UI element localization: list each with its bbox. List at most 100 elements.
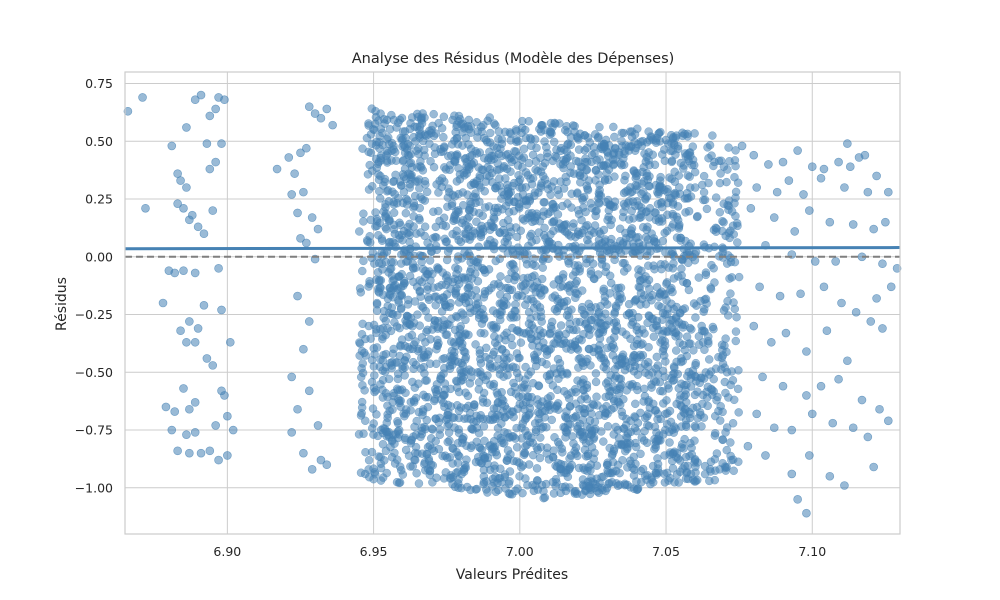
scatter-point bbox=[187, 210, 197, 220]
scatter-point bbox=[375, 275, 384, 285]
scatter-point bbox=[453, 275, 463, 285]
scatter-point bbox=[613, 291, 622, 300]
scatter-point bbox=[656, 172, 665, 182]
scatter-point bbox=[644, 148, 653, 157]
scatter-point bbox=[359, 209, 368, 218]
scatter-point bbox=[503, 180, 512, 190]
scatter-point bbox=[649, 332, 659, 341]
scatter-point bbox=[508, 340, 517, 350]
scatter-point bbox=[431, 414, 441, 424]
scatter-point bbox=[675, 220, 684, 229]
scatter-point bbox=[722, 423, 732, 432]
scatter-point bbox=[539, 207, 549, 216]
scatter-point bbox=[372, 221, 382, 231]
scatter-point bbox=[369, 464, 378, 473]
scatter-point bbox=[461, 315, 470, 325]
scatter-point bbox=[684, 148, 694, 158]
scatter-point bbox=[731, 146, 740, 155]
scatter-point bbox=[490, 332, 499, 341]
scatter-point bbox=[514, 171, 523, 180]
scatter-point bbox=[534, 381, 544, 391]
scatter-point bbox=[596, 144, 605, 153]
scatter-point bbox=[647, 296, 656, 305]
scatter-point bbox=[546, 118, 556, 128]
scatter-point bbox=[802, 508, 811, 518]
scatter-point bbox=[537, 317, 546, 326]
scatter-point bbox=[677, 271, 686, 280]
scatter-point bbox=[778, 157, 788, 167]
scatter-point bbox=[599, 437, 608, 446]
scatter-point bbox=[825, 217, 835, 227]
scatter-point bbox=[439, 398, 448, 408]
scatter-point bbox=[382, 224, 391, 234]
scatter-point bbox=[822, 326, 832, 336]
scatter-point bbox=[497, 477, 507, 487]
scatter-point bbox=[573, 133, 583, 143]
scatter-point bbox=[611, 466, 621, 476]
scatter-point bbox=[633, 124, 642, 134]
scatter-point bbox=[500, 228, 510, 238]
scatter-point bbox=[793, 495, 802, 504]
scatter-point bbox=[421, 337, 430, 347]
scatter-point bbox=[358, 319, 367, 329]
scatter-point bbox=[392, 285, 402, 295]
scatter-point bbox=[173, 446, 182, 456]
scatter-point bbox=[607, 451, 617, 460]
scatter-point bbox=[223, 411, 232, 421]
scatter-point bbox=[557, 444, 567, 453]
scatter-point bbox=[409, 222, 418, 231]
scatter-point bbox=[450, 136, 459, 145]
scatter-point bbox=[516, 338, 526, 347]
scatter-point bbox=[361, 351, 371, 360]
scatter-point bbox=[642, 192, 652, 201]
scatter-point bbox=[663, 198, 672, 208]
scatter-point bbox=[399, 279, 409, 288]
scatter-point bbox=[591, 377, 601, 387]
scatter-point bbox=[625, 127, 635, 136]
scatter-point bbox=[875, 404, 884, 414]
scatter-point bbox=[831, 257, 840, 266]
scatter-point bbox=[515, 327, 524, 337]
scatter-point bbox=[610, 172, 619, 181]
scatter-point bbox=[799, 190, 808, 199]
scatter-point bbox=[677, 320, 687, 329]
scatter-point bbox=[524, 410, 534, 420]
scatter-point bbox=[366, 334, 375, 343]
scatter-point bbox=[723, 165, 732, 174]
scatter-point bbox=[631, 413, 640, 422]
scatter-point bbox=[592, 461, 602, 470]
scatter-point bbox=[732, 312, 741, 322]
scatter-point bbox=[592, 322, 602, 331]
scatter-point bbox=[421, 376, 430, 385]
x-tick-label: 7.05 bbox=[652, 544, 680, 559]
scatter-point bbox=[676, 236, 685, 245]
scatter-point bbox=[699, 413, 709, 422]
scatter-point bbox=[493, 159, 502, 168]
scatter-point bbox=[389, 208, 399, 218]
scatter-point bbox=[313, 421, 323, 430]
scatter-point bbox=[819, 164, 829, 174]
scatter-point bbox=[652, 352, 662, 362]
scatter-point bbox=[439, 142, 449, 151]
scatter-point bbox=[613, 481, 623, 491]
scatter-point bbox=[454, 425, 463, 434]
scatter-point bbox=[878, 324, 887, 333]
scatter-point bbox=[386, 442, 395, 452]
scatter-point bbox=[684, 207, 694, 216]
scatter-point bbox=[886, 282, 896, 292]
scatter-point bbox=[406, 172, 416, 182]
scatter-point bbox=[734, 457, 743, 467]
scatter-point bbox=[504, 189, 513, 199]
scatter-point bbox=[182, 123, 191, 132]
scatter-point bbox=[390, 189, 400, 199]
scatter-point bbox=[561, 220, 571, 229]
scatter-point bbox=[601, 262, 611, 271]
scatter-point bbox=[379, 181, 388, 190]
scatter-point bbox=[421, 352, 430, 362]
scatter-point bbox=[511, 300, 520, 309]
scatter-point bbox=[512, 443, 522, 452]
scatter-point bbox=[784, 176, 794, 185]
scatter-point bbox=[629, 166, 638, 175]
scatter-point bbox=[571, 288, 581, 298]
scatter-point bbox=[384, 238, 394, 247]
